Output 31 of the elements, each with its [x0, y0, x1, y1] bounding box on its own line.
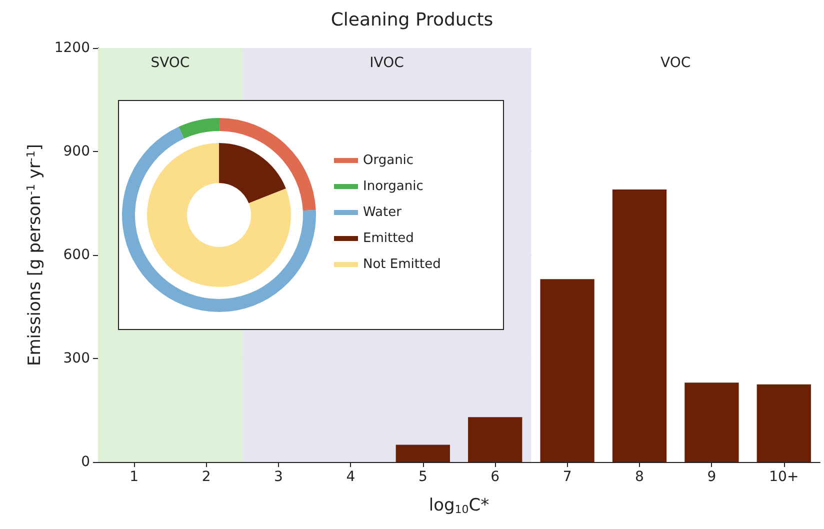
legend-label: Water — [363, 205, 402, 220]
bar — [468, 417, 522, 462]
bar — [396, 444, 450, 462]
y-axis-title: Emissions [g person-1 yr-1] — [24, 144, 45, 366]
y-tick-label: 300 — [63, 350, 90, 366]
band-label: SVOC — [150, 55, 190, 71]
legend-label: Organic — [363, 153, 414, 168]
x-tick-label: 6 — [490, 469, 500, 485]
x-tick-label: 5 — [418, 469, 428, 485]
x-tick-label: 1 — [130, 469, 139, 485]
x-tick-label: 3 — [274, 469, 283, 485]
band-label: IVOC — [370, 55, 404, 71]
legend-label: Not Emitted — [363, 257, 441, 272]
bar — [684, 382, 739, 462]
x-tick-label: 10+ — [769, 469, 799, 485]
y-tick-label: 0 — [81, 454, 90, 470]
y-tick-label: 900 — [63, 144, 90, 160]
legend-label: Emitted — [363, 231, 414, 246]
bar — [540, 279, 594, 462]
x-tick-label: 4 — [346, 469, 356, 485]
bar — [612, 189, 667, 462]
band-label: VOC — [660, 55, 691, 71]
y-tick-label: 600 — [63, 247, 90, 263]
chart-title: Cleaning Products — [330, 10, 494, 30]
x-tick-label: 8 — [635, 469, 644, 485]
legend-label: Inorganic — [363, 179, 424, 194]
x-tick-label: 9 — [707, 469, 716, 485]
x-tick-label: 7 — [562, 469, 572, 485]
x-tick-label: 2 — [202, 469, 211, 485]
y-tick-label: 1200 — [54, 40, 90, 56]
bar — [756, 384, 811, 462]
